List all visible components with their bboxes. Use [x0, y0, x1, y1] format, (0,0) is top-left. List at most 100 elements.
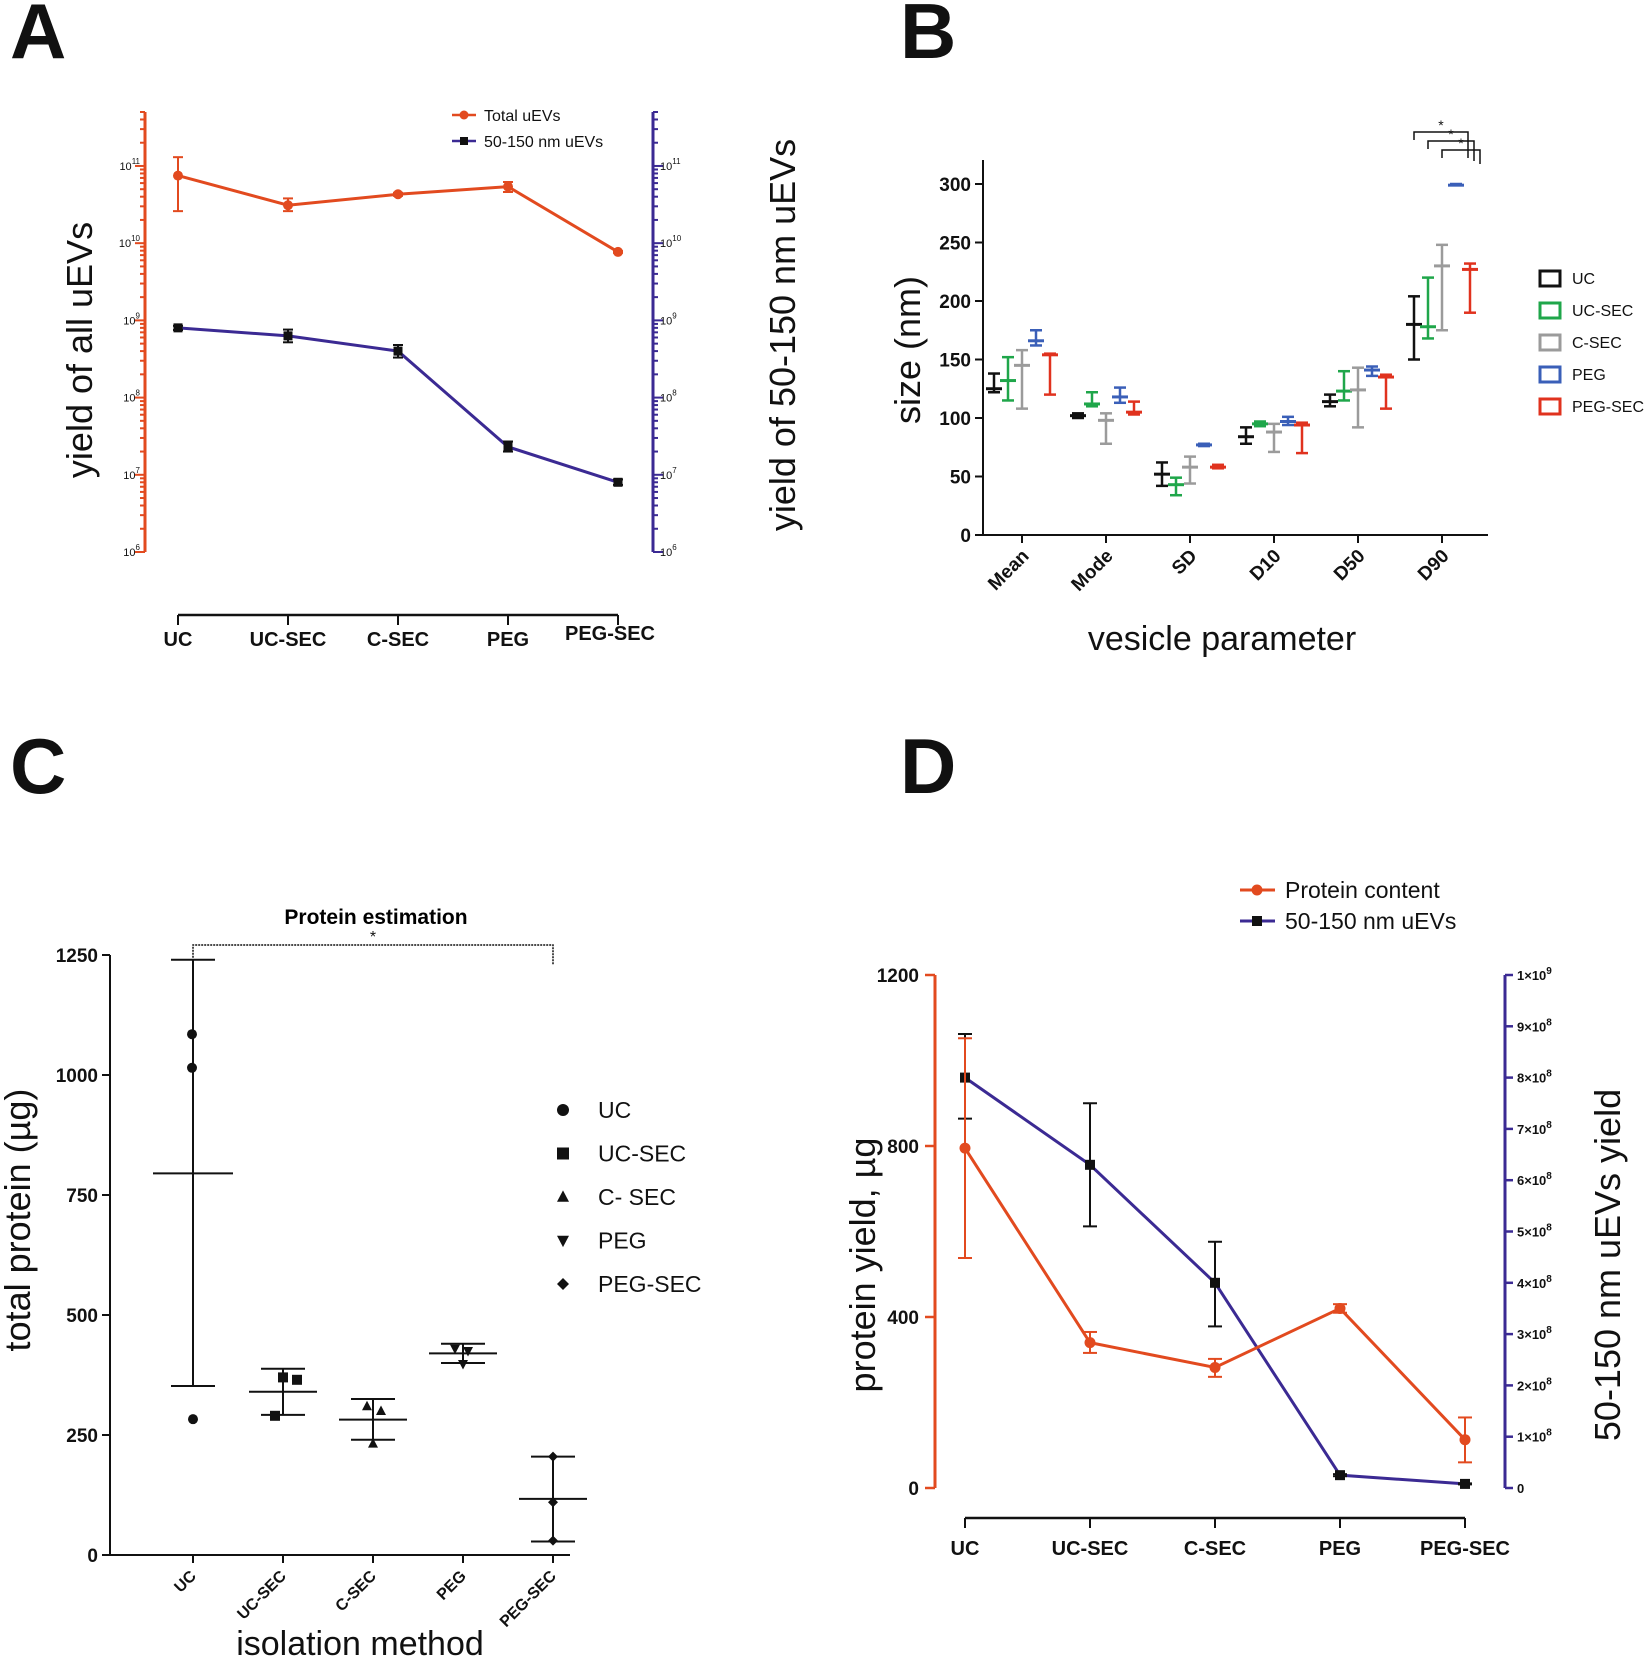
panel-c-legend-marker: [557, 1278, 569, 1290]
panel-c-legend-marker: [557, 1235, 569, 1248]
panel-d-x-tick-label: UC: [951, 1538, 980, 1560]
panel-c-y-tick-label: 0: [87, 1546, 98, 1567]
legend-marker-total: [459, 110, 469, 120]
panel-b-sig-bracket: [1413, 131, 1469, 158]
panel-a-series-line-0: [177, 174, 619, 254]
panel-a-data-point: [613, 246, 623, 257]
panel-b-legend-swatch: [1538, 269, 1562, 288]
panel-c-data-point: [368, 1438, 378, 1448]
legend-marker-protein: [1251, 884, 1263, 896]
panel-c-y-tick-label: 250: [66, 1426, 98, 1447]
panel-b-y-tick-label: 300: [939, 175, 971, 196]
panel-d: D 0 400 800 1200 0 1×108 2×108 3×108 4×108 5×108 6…: [842, 722, 1628, 1560]
panel-c-legend-marker: [557, 1147, 569, 1160]
panel-a-plot: 106 106 107 107 108 108 109 109 1010 1010 1011 1011…: [119, 111, 682, 651]
panel-d-y-tick-label-right: 6×108: [1517, 1171, 1552, 1188]
panel-a-y-tick-label-right: 1011: [660, 157, 681, 173]
panel-d-x-tick-label: C-SEC: [1184, 1538, 1246, 1560]
panel-d-x-tick-label: PEG: [1319, 1538, 1361, 1560]
panel-c-title: Protein estimation: [284, 906, 467, 929]
panel-c-y-tick-label: 1250: [56, 946, 98, 967]
panel-a-y-tick-label-right: 106: [660, 543, 677, 559]
panel-b-sig-star: *: [1448, 126, 1454, 142]
panel-b-x-tick-label: D10: [1246, 546, 1285, 585]
panel-d-data-point: [1084, 1337, 1096, 1349]
legend-label-50-150: 50-150 nm uEVs: [484, 134, 603, 151]
panel-b-x-tick-label: D50: [1330, 546, 1369, 585]
panel-a-y-tick-label-left: 1010: [119, 234, 141, 250]
panel-d-data-point: [1210, 1277, 1220, 1288]
panel-b-y-tick-label: 150: [939, 351, 971, 372]
panel-a-x-tick-label: PEG-SEC: [565, 623, 655, 645]
panel-d-y-tick-label-right: 9×108: [1517, 1017, 1552, 1034]
panel-c-sig-star: *: [370, 929, 376, 946]
panel-b-x-tick-label: D90: [1414, 546, 1453, 585]
panel-a-y-tick-label-right: 1010: [660, 234, 682, 250]
panel-c-legend: UC UC-SEC C- SEC PEG PEG-SEC: [557, 1097, 702, 1297]
panel-b-sig-star: *: [1438, 117, 1444, 133]
panel-a-data-point: [503, 181, 513, 192]
panel-d-y-tick-label-right: 8×108: [1517, 1069, 1552, 1086]
panel-c: C 0 250 500 750 1000 1250 UC UC-SEC C-SEC PEG PEG-…: [0, 722, 702, 1663]
panel-b-legend-swatch: [1538, 365, 1562, 384]
panel-d-y-tick-label-left: 0: [908, 1479, 919, 1500]
panel-d-data-point: [959, 1142, 971, 1154]
panel-c-legend-label: UC: [598, 1097, 631, 1123]
panel-a-data-point: [173, 323, 183, 333]
panel-b-x-label: vesicle parameter: [1088, 620, 1356, 658]
panel-d-y-label-right: 50-150 nm uEVs yield: [1587, 1089, 1628, 1441]
panel-c-sig-bracket: [192, 944, 554, 965]
panel-c-data-point: [458, 1359, 468, 1370]
panel-c-y-tick-label: 1000: [56, 1066, 98, 1087]
panel-b-y-tick-label: 250: [939, 234, 971, 255]
panel-a-y-tick-label-left: 107: [123, 466, 140, 482]
panel-b-y-label: size (nm): [887, 276, 928, 424]
legend-label-uevs: 50-150 nm uEVs: [1285, 908, 1456, 934]
panel-d-y-tick-label-right: 1×108: [1517, 1428, 1552, 1445]
panel-c-data-point: [278, 1372, 288, 1383]
panel-d-x-tick-label: PEG-SEC: [1420, 1538, 1510, 1560]
panel-d-data-point: [1459, 1434, 1471, 1446]
panel-c-data-point: [450, 1344, 460, 1355]
panel-c-x-tick-label: UC-SEC: [234, 1567, 290, 1623]
panel-c-x-tick-label: UC: [171, 1567, 200, 1596]
panel-c-data-point: [463, 1347, 473, 1357]
panel-b-y-tick-label: 100: [939, 409, 971, 430]
panel-d-y-tick-label-right: 7×108: [1517, 1120, 1552, 1137]
panel-b-sig-bracket: [1427, 140, 1475, 161]
panel-letter-c: C: [10, 722, 66, 810]
panel-b-legend-label: C-SEC: [1572, 335, 1622, 352]
panel-b-y-tick-label: 50: [950, 468, 971, 489]
panel-d-y-tick-label-right: 2×108: [1517, 1376, 1552, 1393]
panel-a-x-tick-label: C-SEC: [367, 629, 429, 651]
panel-d-x-tick-label: UC-SEC: [1052, 1538, 1129, 1560]
panel-c-legend-label: C- SEC: [598, 1184, 676, 1210]
panel-a-data-point: [173, 170, 183, 181]
panel-b-legend: UC UC-SEC C-SEC PEG PEG-SEC: [1538, 269, 1644, 416]
panel-a-data-point: [503, 442, 513, 452]
panel-c-legend-label: PEG: [598, 1228, 647, 1254]
panel-c-legend-label: UC-SEC: [598, 1141, 686, 1167]
legend-label-protein: Protein content: [1285, 877, 1440, 903]
panel-d-data-point: [1334, 1302, 1346, 1314]
panel-c-y-label: total protein (µg): [0, 1089, 38, 1352]
panel-c-data-point: [548, 1535, 558, 1546]
panel-c-data-point: [292, 1374, 302, 1385]
panel-d-y-tick-label-right: 4×108: [1517, 1274, 1552, 1291]
panel-d-data-point: [1085, 1159, 1095, 1170]
panel-a-data-point: [393, 189, 403, 200]
panel-a-data-point: [283, 331, 293, 341]
panel-a-y-tick-label-left: 108: [123, 389, 140, 405]
panel-c-data-point: [376, 1405, 386, 1415]
panel-c-legend-marker: [557, 1104, 569, 1116]
panel-letter-d: D: [900, 722, 956, 810]
panel-b-legend-label: UC-SEC: [1572, 303, 1633, 320]
panel-d-data-point: [1209, 1361, 1221, 1373]
panel-a-y-tick-label-right: 107: [660, 466, 677, 482]
panel-b-sig-bracket: [1441, 149, 1481, 164]
panel-c-legend-label: PEG-SEC: [598, 1271, 702, 1297]
panel-d-y-label-left: protein yield, µg: [842, 1138, 883, 1393]
panel-letter-a: A: [10, 0, 66, 75]
legend-label-total: Total uEVs: [484, 108, 560, 125]
